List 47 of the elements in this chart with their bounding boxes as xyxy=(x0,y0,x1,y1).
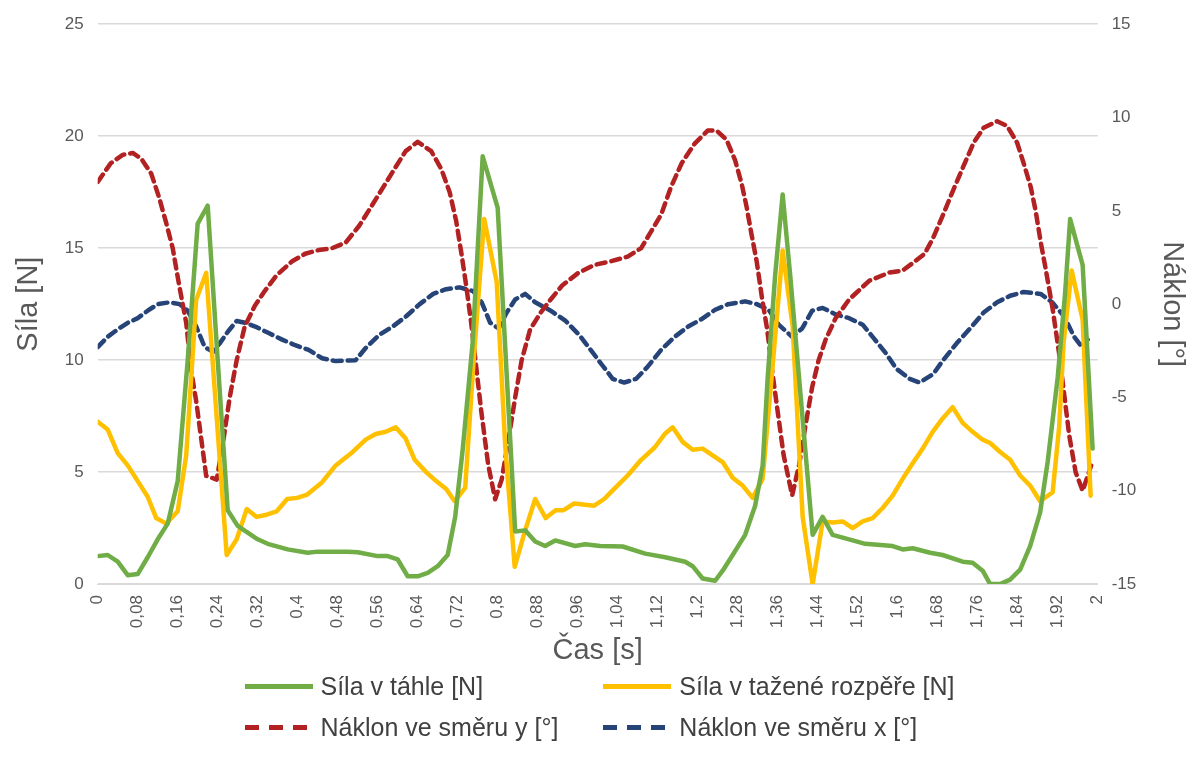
x-tick-label: 0,56 xyxy=(367,595,387,629)
x-tick-label: 0,88 xyxy=(527,595,547,629)
y-tick-label: 20 xyxy=(64,125,84,145)
legend-label: Síla v tažené rozpěře [N] xyxy=(679,672,955,701)
y2-tick-label: -5 xyxy=(1111,387,1127,407)
x-tick-label: 0,4 xyxy=(287,595,307,619)
legend-label: Náklon ve směru x [°] xyxy=(679,713,918,742)
y-tick-label: 5 xyxy=(74,461,84,481)
legend-label: Síla v táhle [N] xyxy=(320,672,484,701)
line-series xyxy=(97,119,1094,502)
x-tick-label: 1,36 xyxy=(767,595,787,629)
x-tick-label: 0,96 xyxy=(567,595,587,629)
x-tick-label: 0 xyxy=(87,595,107,605)
x-tick-label: 0,08 xyxy=(127,595,147,629)
x-tick-label: 1,52 xyxy=(847,595,867,629)
x-tick-label: 1,44 xyxy=(807,595,827,629)
x-tick-label: 1,84 xyxy=(1007,595,1027,629)
y-tick-label: 25 xyxy=(64,13,84,33)
x-tick-label: 1,76 xyxy=(967,595,987,629)
x-tick-label: 1,28 xyxy=(727,595,747,629)
y2-tick-label: -10 xyxy=(1111,480,1137,500)
x-tick-label: 1,2 xyxy=(687,595,707,619)
x-tick-label: 1,12 xyxy=(647,595,667,629)
y-tick-label: 10 xyxy=(64,349,84,369)
x-axis-title: Čas [s] xyxy=(552,631,643,665)
x-tick-label: 1,6 xyxy=(887,595,907,619)
x-tick-label: 1,92 xyxy=(1047,595,1067,629)
y2-tick-label: 10 xyxy=(1111,107,1131,127)
y2-axis-title: Náklon [°] xyxy=(1157,241,1190,368)
y2-tick-label: 15 xyxy=(1111,13,1131,33)
x-tick-label: 0,8 xyxy=(487,595,507,619)
y2-tick-label: 0 xyxy=(1111,293,1122,313)
y-axis-title: Síla [N] xyxy=(11,256,44,352)
x-tick-label: 1,68 xyxy=(927,595,947,629)
line-series xyxy=(97,285,1090,385)
x-tick-label: 1,04 xyxy=(607,595,627,629)
x-tick-label: 0,64 xyxy=(407,595,427,629)
y-tick-label: 15 xyxy=(64,237,84,257)
x-tick-label: 0,16 xyxy=(167,595,187,629)
x-tick-label: 0,32 xyxy=(247,595,267,629)
y2-tick-label: 5 xyxy=(1111,200,1122,220)
x-tick-label: 0,48 xyxy=(327,595,347,629)
x-tick-label: 0,24 xyxy=(207,595,227,629)
x-tick-label: 2 xyxy=(1087,595,1107,605)
y2-tick-label: -15 xyxy=(1111,573,1137,593)
x-tick-label: 0,72 xyxy=(447,595,467,629)
legend-label: Náklon ve směru y [°] xyxy=(320,713,559,742)
